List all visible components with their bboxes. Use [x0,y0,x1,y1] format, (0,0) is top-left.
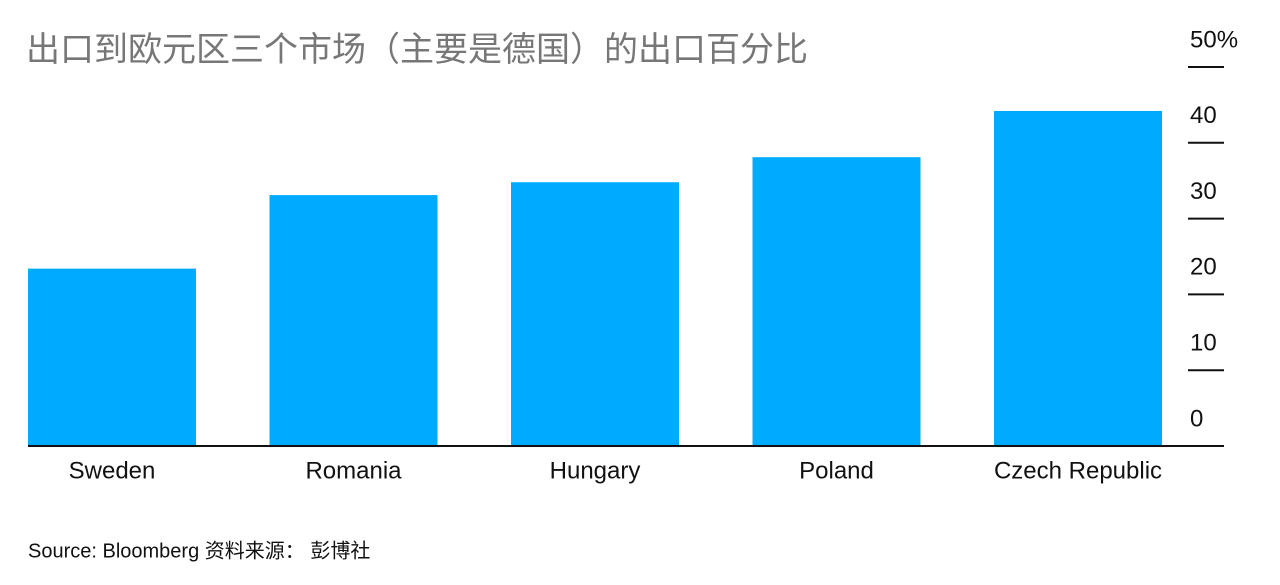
y-tick-label: 10 [1190,330,1217,357]
bar [28,268,196,446]
x-tick-label: Romania [305,457,402,484]
source: Source: Bloomberg 资料来源： 彭博社 [28,539,370,562]
x-tick-label: Czech Republic [994,457,1162,484]
bar [752,157,921,446]
y-tick-label: 20 [1190,254,1217,281]
x-tick-label: Hungary [550,457,641,484]
y-tick-label: 50% [1190,26,1238,53]
y-tick-label: 40 [1190,102,1217,129]
bar [269,195,438,446]
chart-title: 出口到欧元区三个市场（主要是德国）的出口百分比 [26,31,808,69]
y-tick-label: 0 [1190,405,1203,432]
bar [511,182,679,446]
bar [994,110,1162,447]
y-tick-label: 30 [1190,178,1217,205]
x-tick-label: Sweden [69,457,156,484]
x-tick-label: Poland [799,457,874,484]
